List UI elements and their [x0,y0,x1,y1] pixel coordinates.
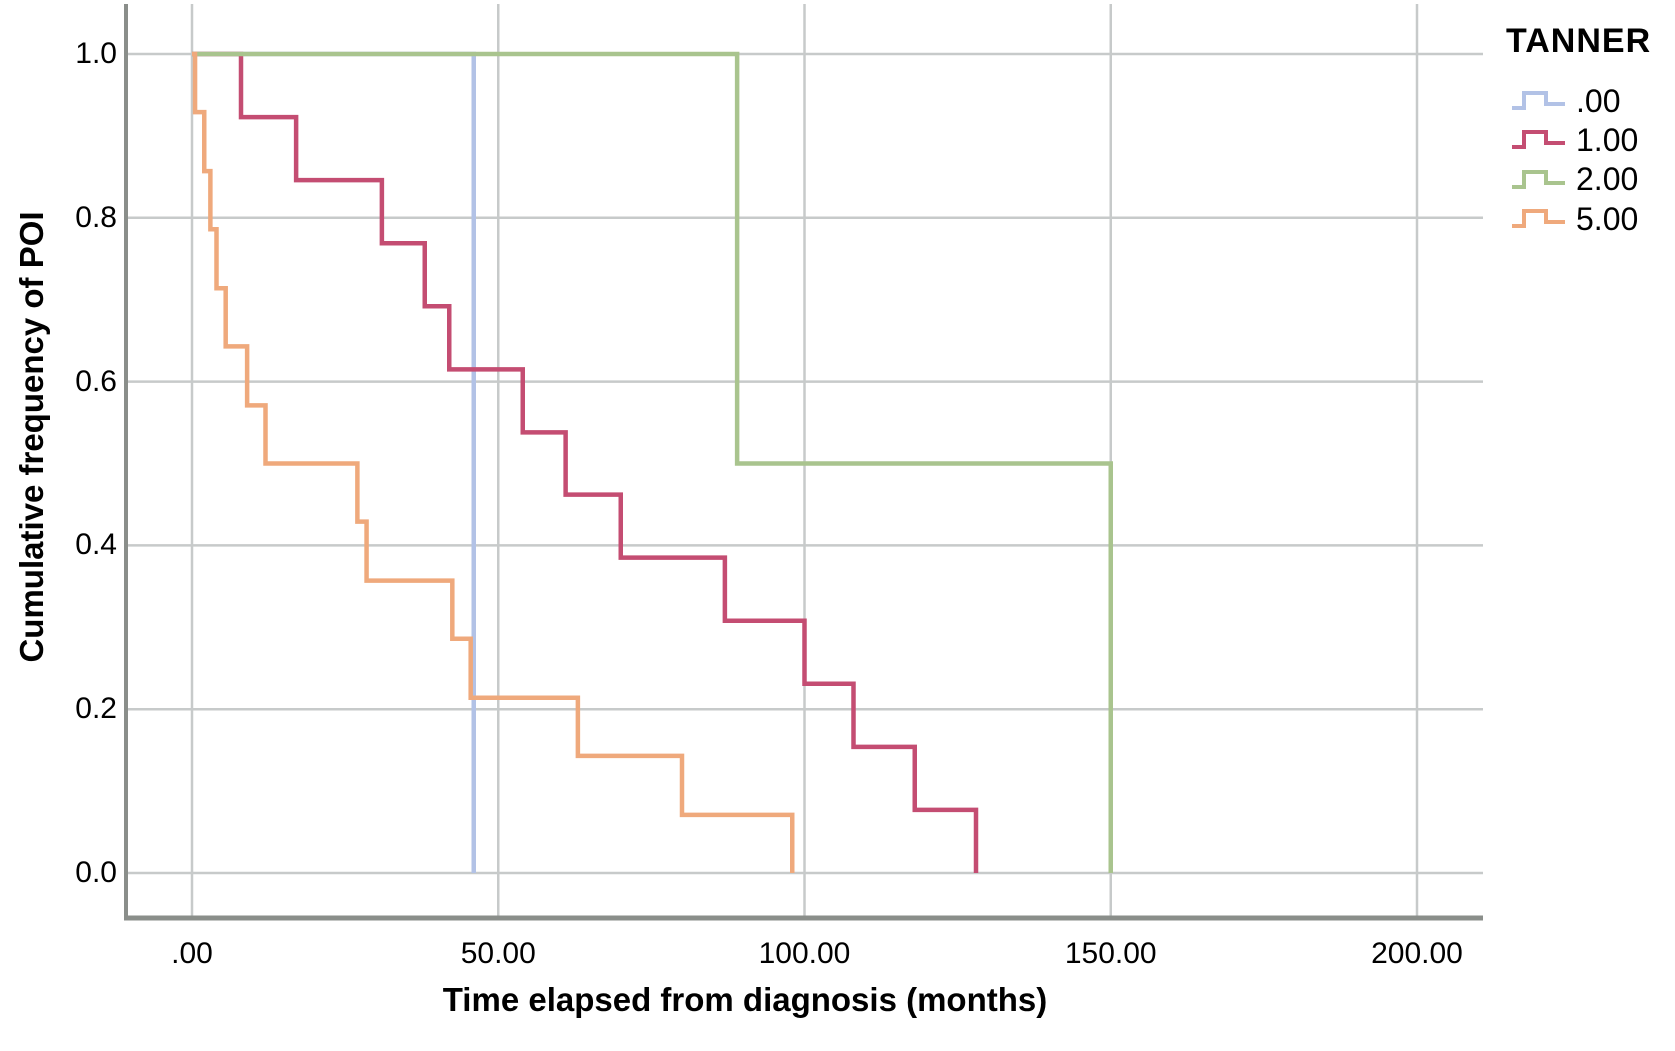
y-tick-label-1.0: 1.0 [75,37,117,70]
x-tick-label-100.00: 100.00 [758,937,851,970]
legend-entry-label: 5.00 [1576,200,1639,237]
legend-swatch-line [1512,130,1565,150]
legend-step-swatch-icon [1512,91,1565,110]
series-line-tanner-1.00 [192,51,979,873]
y-tick-label-0.4: 0.4 [75,528,117,562]
x-tick-label-200.00: 200.00 [1371,937,1463,970]
legend-step-swatch-icon [1512,209,1565,229]
y-tick-label-0.0: 0.0 [75,856,117,889]
legend-entry-tanner-2.00: 2.00 [1510,161,1638,199]
x-tick-label-50.00: 50.00 [460,937,536,970]
y-tick-label-0.8: 0.8 [75,200,117,234]
y-tick-label-0.2: 0.2 [75,692,117,726]
y-tick-label-0.6: 0.6 [75,364,117,398]
legend-step-swatch-icon [1512,169,1565,189]
gridlines [126,4,1483,918]
legend-entry-tanner-1.00: 1.00 [1510,121,1638,159]
series-line-tanner-2.00 [192,51,1113,873]
x-tick-label-150.00: 150.00 [1064,937,1157,970]
y-axis-title: Cumulative frequency of POI [13,211,50,663]
legend-title: TANNER [1506,22,1652,60]
legend-entry-tanner-5.00: 5.00 [1510,200,1638,238]
legend-entry-tanner-.00: .00 [1510,82,1620,120]
legend-entry-label: 2.00 [1576,161,1639,198]
x-tick-label-.00: .00 [171,937,213,970]
legend-swatch-line [1512,169,1565,189]
legend-swatch-line [1512,91,1565,110]
legend-entry-label: .00 [1576,82,1621,119]
step-curves [192,51,1113,873]
axis-spines [124,4,1483,921]
legend-swatch-line [1512,209,1565,229]
series-line-tanner-5.00 [192,51,795,873]
x-axis-title: Time elapsed from diagnosis (months) [442,981,1048,1018]
legend-step-swatch-icon [1512,130,1565,150]
legend-entry-label: 1.00 [1576,121,1639,158]
